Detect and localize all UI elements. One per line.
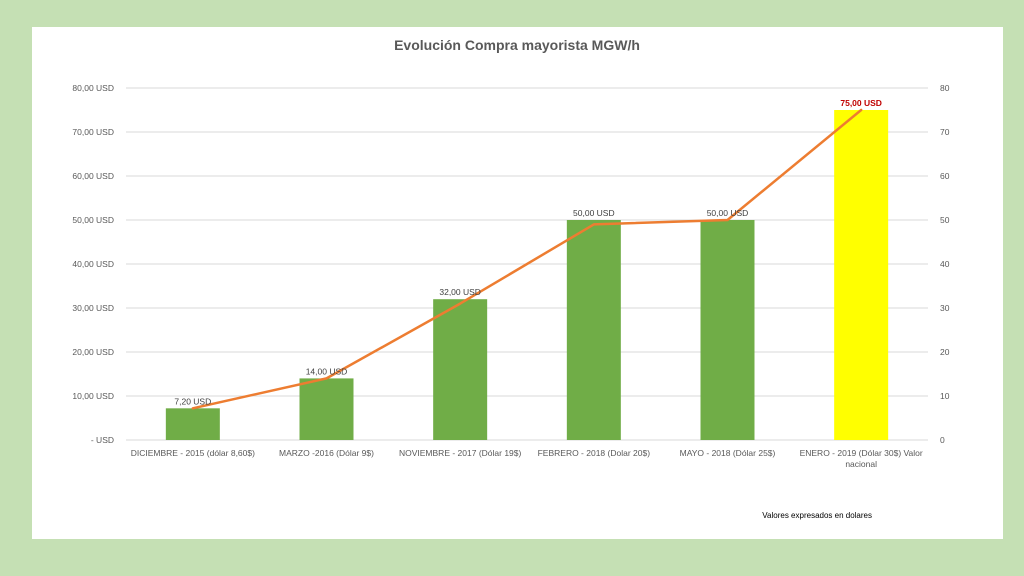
line-series — [191, 108, 863, 410]
chart-title: Evolución Compra mayorista MGW/h — [394, 37, 640, 53]
y-tick-label-right: 40 — [940, 259, 950, 269]
y-tick-label-left: 60,00 USD — [72, 171, 114, 181]
y-tick-label-left: - USD — [91, 435, 114, 445]
y-tick-label-left: 80,00 USD — [72, 83, 114, 93]
y-tick-label-right: 80 — [940, 83, 950, 93]
y-tick-label-left: 10,00 USD — [72, 391, 114, 401]
y-tick-label-right: 60 — [940, 171, 950, 181]
data-label: 32,00 USD — [439, 287, 481, 297]
y-axis-left: - USD 10,00 USD 20,00 USD 30,00 USD 40,00 US… — [72, 83, 114, 445]
bar-series — [165, 110, 889, 440]
category-label: FEBRERO - 2018 (Dolar 20$) — [538, 448, 651, 458]
bar — [566, 220, 621, 440]
bar — [299, 378, 354, 440]
y-tick-label-right: 20 — [940, 347, 950, 357]
category-label: MARZO -2016 (Dólar 9$) — [279, 448, 374, 458]
y-tick-label-right: 10 — [940, 391, 950, 401]
bar — [433, 299, 488, 440]
data-label: 14,00 USD — [306, 366, 348, 376]
x-axis-categories: DICIEMBRE - 2015 (dólar 8,60$) MARZO -201… — [131, 448, 923, 469]
line-path — [191, 108, 863, 410]
y-tick-label-left: 20,00 USD — [72, 347, 114, 357]
data-labels: 7,20 USD 14,00 USD 32,00 USD 50,00 USD 50,00… — [174, 98, 882, 406]
bar-line-chart: Evolución Compra mayorista MGW/h - USD 10… — [72, 37, 950, 520]
data-label: 75,00 USD — [840, 98, 882, 108]
category-label: ENERO - 2019 (Dólar 30$) Valor nacional — [800, 448, 923, 469]
y-tick-label-right: 30 — [940, 303, 950, 313]
y-tick-label-left: 40,00 USD — [72, 259, 114, 269]
bar — [700, 220, 755, 440]
y-axis-right: 0 10 20 30 40 50 60 70 80 — [940, 83, 950, 445]
category-label: MAYO - 2018 (Dólar 25$) — [680, 448, 776, 458]
y-tick-label-right: 50 — [940, 215, 950, 225]
data-label: 50,00 USD — [707, 208, 749, 218]
y-tick-label-right: 70 — [940, 127, 950, 137]
chart-card: Evolución Compra mayorista MGW/h - USD 10… — [32, 27, 1003, 539]
data-label: 7,20 USD — [174, 396, 211, 406]
category-label: DICIEMBRE - 2015 (dólar 8,60$) — [131, 448, 255, 458]
bar — [165, 408, 220, 440]
y-tick-label-left: 70,00 USD — [72, 127, 114, 137]
category-label: NOVIEMBRE - 2017 (Dólar 19$) — [399, 448, 522, 458]
bar-highlight — [834, 110, 889, 440]
units-note: Valores expresados en dolares — [762, 511, 872, 520]
y-tick-label-right: 0 — [940, 435, 945, 445]
y-tick-label-left: 30,00 USD — [72, 303, 114, 313]
data-label: 50,00 USD — [573, 208, 615, 218]
y-tick-label-left: 50,00 USD — [72, 215, 114, 225]
